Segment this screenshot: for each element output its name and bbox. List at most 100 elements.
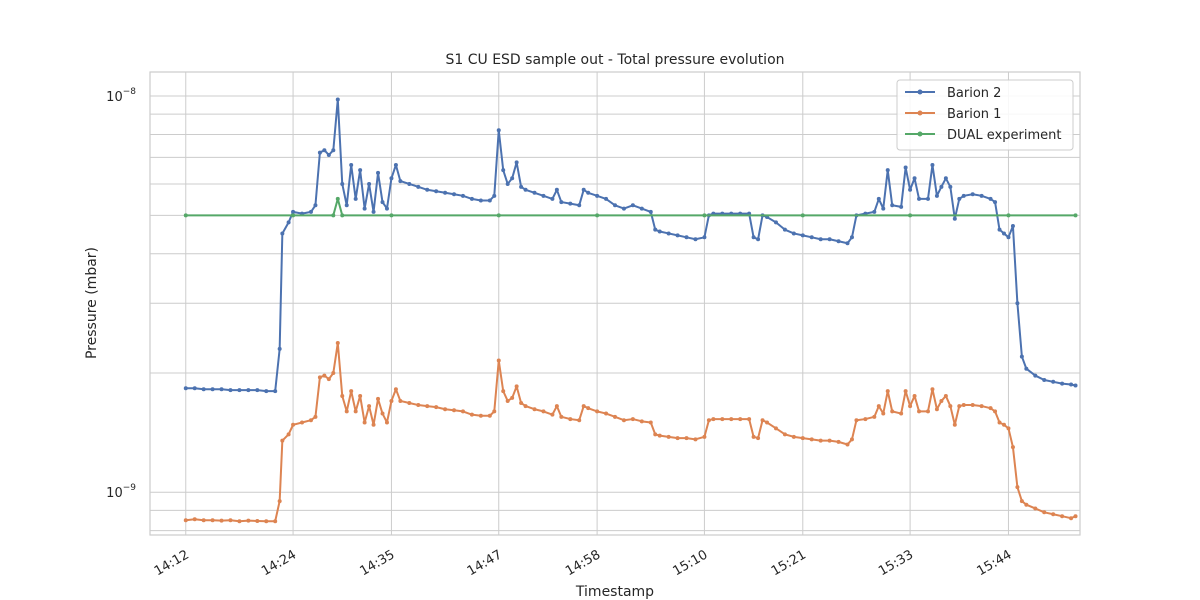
data-point bbox=[961, 193, 966, 198]
data-point bbox=[1024, 366, 1029, 371]
data-point bbox=[246, 518, 251, 523]
data-point bbox=[1001, 231, 1006, 236]
data-point bbox=[201, 387, 206, 392]
data-point bbox=[997, 420, 1002, 425]
data-point bbox=[979, 193, 984, 198]
data-point bbox=[1073, 514, 1078, 519]
data-point bbox=[1073, 383, 1078, 388]
data-point bbox=[993, 409, 998, 414]
data-point bbox=[554, 404, 559, 409]
y-tick-base: 10 bbox=[106, 90, 123, 105]
data-point bbox=[702, 213, 707, 218]
data-point bbox=[291, 209, 296, 214]
x-tick-label: 14:58 bbox=[563, 547, 603, 579]
y-axis-ticks: 10−910−8 bbox=[106, 87, 136, 501]
data-point bbox=[1033, 506, 1038, 511]
x-tick-label: 15:10 bbox=[670, 547, 710, 579]
data-point bbox=[501, 389, 506, 394]
data-point bbox=[693, 237, 698, 242]
data-point bbox=[1024, 502, 1029, 507]
data-point bbox=[277, 346, 282, 351]
legend-entry: Barion 2 bbox=[947, 86, 1001, 101]
data-point bbox=[367, 181, 372, 186]
data-point bbox=[595, 193, 600, 198]
data-point bbox=[487, 413, 492, 418]
data-point bbox=[988, 196, 993, 201]
data-point bbox=[577, 418, 582, 423]
data-point bbox=[648, 209, 653, 214]
data-point bbox=[1010, 445, 1015, 450]
data-point bbox=[952, 422, 957, 427]
data-point bbox=[358, 168, 363, 173]
data-point bbox=[335, 341, 340, 346]
data-point bbox=[908, 404, 913, 409]
data-point bbox=[934, 407, 939, 412]
data-point bbox=[425, 404, 430, 409]
data-point bbox=[1015, 301, 1020, 306]
data-point bbox=[362, 420, 367, 425]
data-point bbox=[666, 434, 671, 439]
data-point bbox=[702, 434, 707, 439]
data-point bbox=[358, 393, 363, 398]
data-point bbox=[349, 389, 354, 394]
data-point bbox=[756, 237, 761, 242]
data-point bbox=[349, 162, 354, 167]
data-point bbox=[809, 235, 814, 240]
data-point bbox=[818, 438, 823, 443]
data-point bbox=[800, 233, 805, 238]
legend-swatch-marker bbox=[917, 110, 923, 116]
data-point bbox=[317, 375, 322, 380]
y-tick-label: 10−9 bbox=[106, 483, 136, 501]
y-axis-label: Pressure (mbar) bbox=[84, 247, 100, 359]
data-point bbox=[988, 406, 993, 411]
data-point bbox=[747, 417, 752, 422]
data-point bbox=[1033, 373, 1038, 378]
data-point bbox=[280, 438, 285, 443]
data-point bbox=[639, 419, 644, 424]
data-point bbox=[335, 196, 340, 201]
data-point bbox=[514, 384, 519, 389]
data-point bbox=[970, 403, 975, 408]
data-point bbox=[800, 436, 805, 441]
data-point bbox=[863, 417, 868, 422]
data-point bbox=[993, 200, 998, 205]
data-point bbox=[912, 176, 917, 181]
data-point bbox=[613, 414, 617, 419]
y-tick-base: 10 bbox=[106, 486, 123, 501]
data-point bbox=[264, 389, 269, 394]
data-point bbox=[845, 442, 850, 447]
data-point bbox=[326, 152, 331, 157]
data-point bbox=[210, 518, 215, 523]
data-point bbox=[210, 387, 215, 392]
data-point bbox=[532, 190, 537, 195]
data-point bbox=[322, 373, 327, 378]
data-point bbox=[948, 184, 953, 189]
data-point bbox=[903, 165, 908, 170]
data-point bbox=[469, 412, 474, 417]
data-point bbox=[335, 97, 340, 102]
x-axis-ticks: 14:12 14:24 14:35 14:47 14:58 15:10 15:21 15:33… bbox=[152, 547, 1015, 579]
data-point bbox=[1051, 379, 1056, 384]
data-point bbox=[326, 377, 331, 382]
data-point bbox=[416, 403, 421, 408]
data-point bbox=[1042, 510, 1047, 515]
data-point bbox=[452, 192, 457, 197]
data-point bbox=[1006, 213, 1011, 218]
plot-frame bbox=[149, 71, 1081, 536]
data-point bbox=[496, 213, 501, 218]
data-point bbox=[621, 206, 626, 211]
data-point bbox=[496, 358, 501, 363]
data-point bbox=[380, 411, 385, 416]
data-point bbox=[872, 209, 877, 214]
data-point bbox=[791, 434, 796, 439]
data-point bbox=[340, 213, 345, 218]
series-dual-experiment bbox=[183, 196, 1078, 218]
data-point bbox=[854, 418, 859, 423]
data-point bbox=[313, 414, 318, 419]
data-point bbox=[443, 407, 448, 412]
data-point bbox=[510, 176, 515, 181]
data-point bbox=[657, 229, 662, 234]
data-point bbox=[934, 193, 939, 198]
data-point bbox=[604, 411, 609, 416]
